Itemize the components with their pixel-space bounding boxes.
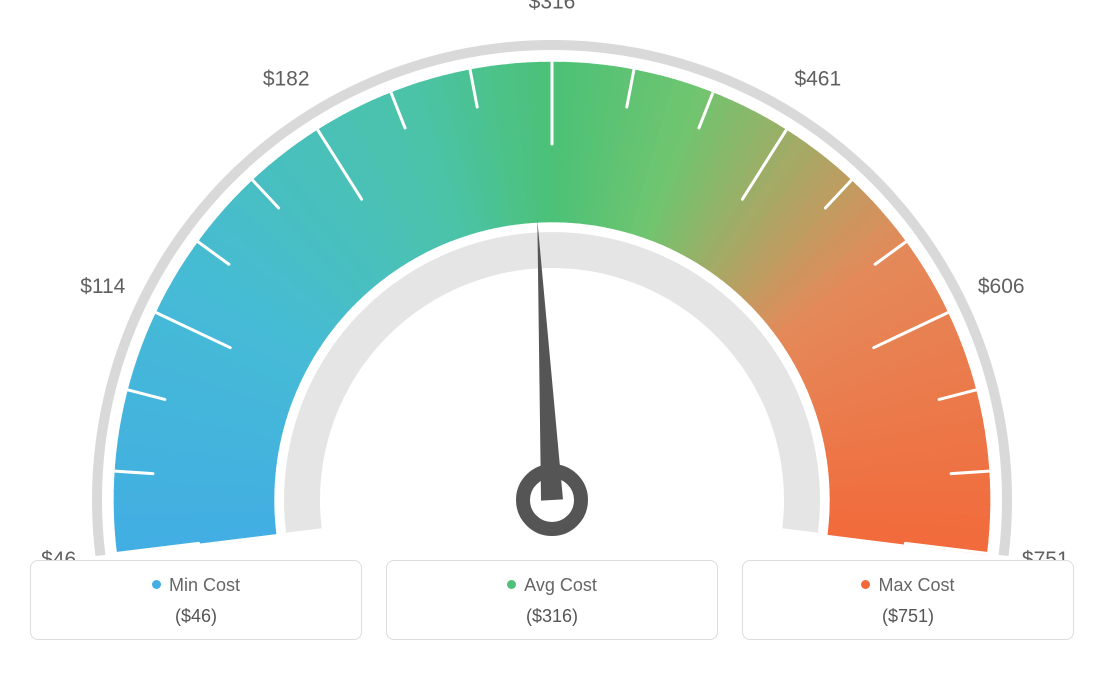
svg-text:$751: $751 (1022, 548, 1069, 560)
legend-value-max: ($751) (743, 606, 1073, 627)
legend-title-avg: Avg Cost (387, 575, 717, 596)
legend-title-min: Min Cost (31, 575, 361, 596)
legend-card-max: Max Cost ($751) (742, 560, 1074, 640)
legend-card-min: Min Cost ($46) (30, 560, 362, 640)
svg-text:$606: $606 (978, 275, 1025, 298)
legend-label-max: Max Cost (878, 575, 954, 595)
svg-text:$114: $114 (80, 275, 125, 298)
legend-dot-min (152, 580, 161, 589)
legend-label-min: Min Cost (169, 575, 240, 595)
legend-row: Min Cost ($46) Avg Cost ($316) Max Cost … (0, 560, 1104, 640)
legend-value-min: ($46) (31, 606, 361, 627)
svg-text:$46: $46 (41, 548, 76, 560)
legend-value-avg: ($316) (387, 606, 717, 627)
gauge-svg: $46 $114 $182 $316 $461 $606 $751 (0, 0, 1104, 560)
legend-label-avg: Avg Cost (524, 575, 597, 595)
legend-card-avg: Avg Cost ($316) (386, 560, 718, 640)
legend-dot-max (861, 580, 870, 589)
svg-text:$316: $316 (529, 0, 576, 14)
legend-dot-avg (507, 580, 516, 589)
legend-title-max: Max Cost (743, 575, 1073, 596)
cost-gauge-chart: $46 $114 $182 $316 $461 $606 $751 (0, 0, 1104, 560)
svg-text:$461: $461 (794, 68, 841, 91)
svg-text:$182: $182 (263, 68, 310, 91)
